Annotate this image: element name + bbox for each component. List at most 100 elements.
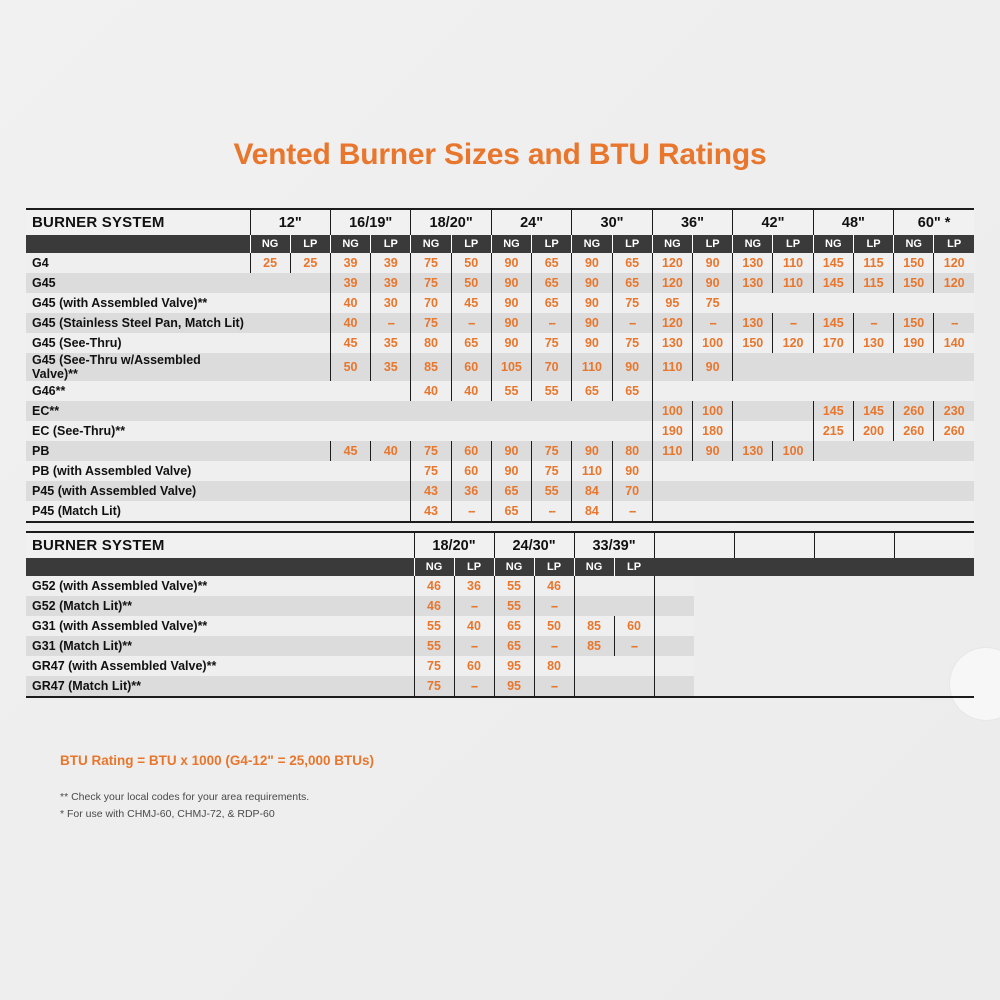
btu-cell: 80 <box>533 656 575 676</box>
btu-cell: 43 <box>410 501 452 522</box>
btu-cell <box>614 596 655 616</box>
btu-cell <box>653 616 695 636</box>
btu-cell <box>813 481 854 501</box>
btu-cell <box>290 421 331 441</box>
size-header-4 <box>733 532 815 558</box>
btu-cell <box>290 461 331 481</box>
btu-cell <box>290 481 331 501</box>
btu-cell <box>732 381 773 401</box>
btu-cell <box>813 293 854 313</box>
fuel-header-3-blank <box>653 558 695 576</box>
burner-system-name: G45 (Stainless Steel Pan, Match Lit) <box>26 313 250 333</box>
btu-cell <box>933 461 975 481</box>
btu-cell <box>250 313 291 333</box>
btu-cell <box>290 381 331 401</box>
btu-cell <box>653 636 695 656</box>
fuel-header-4-lp: LP <box>611 235 653 253</box>
btu-cell: 36 <box>453 576 495 596</box>
btu-cell: 215 <box>812 421 854 441</box>
fuel-row-spacer <box>26 235 250 253</box>
btu-cell: 140 <box>933 333 975 353</box>
btu-cell <box>330 381 371 401</box>
vented-burner-table-secondary: BURNER SYSTEM 18/20" 24/30" 33/39" NG LP NG LP… <box>26 531 975 698</box>
btu-cell <box>250 481 291 501</box>
btu-cell: 75 <box>691 293 733 313</box>
btu-cell <box>692 381 733 401</box>
btu-cell: 84 <box>571 481 613 501</box>
btu-cell: 90 <box>490 273 532 293</box>
btu-cell: -- <box>611 313 653 333</box>
btu-cell: 65 <box>611 381 653 401</box>
table-row: EC (See-Thru)** 190 180 215 200 260 260 <box>26 421 975 441</box>
btu-cell: -- <box>533 596 575 616</box>
table-row: G52 (with Assembled Valve)** 46 36 55 46 <box>26 576 974 596</box>
btu-cell <box>290 501 331 522</box>
btu-cell <box>250 353 291 381</box>
btu-table-1: BURNER SYSTEM 12" 16/19" 18/20" 24" 30" 36" 42"… <box>26 208 975 523</box>
btu-cell <box>571 421 613 441</box>
burner-system-name: P45 (Match Lit) <box>26 501 250 522</box>
btu-cell <box>290 353 331 381</box>
btu-cell <box>651 481 693 501</box>
burner-system-name: G4 <box>26 253 250 273</box>
fuel-header-6-ng: NG <box>732 235 773 253</box>
size-header-3 <box>653 532 735 558</box>
size-header-5 <box>813 532 895 558</box>
btu-cell <box>614 656 655 676</box>
table-row: P45 (Match Lit) 43 -- 65 -- 84 -- <box>26 501 975 522</box>
fuel-header-5-blank <box>853 558 895 576</box>
btu-cell <box>330 401 371 421</box>
btu-cell <box>290 293 331 313</box>
btu-cell: 95 <box>493 676 535 697</box>
btu-cell: 65 <box>490 481 532 501</box>
btu-cell: 90 <box>611 353 653 381</box>
btu-cell: 55 <box>413 616 454 636</box>
btu-cell <box>732 421 773 441</box>
burner-system-name: EC (See-Thru)** <box>26 421 250 441</box>
btu-cell <box>531 421 572 441</box>
table-row: G45 39 39 75 50 90 65 90 65 120 90 130 110 145 115 150 1… <box>26 273 975 293</box>
btu-cell: 90 <box>490 313 532 333</box>
btu-cell: 90 <box>571 333 613 353</box>
btu-cell: -- <box>453 636 495 656</box>
btu-cell <box>653 656 695 676</box>
btu-cell <box>573 656 615 676</box>
btu-cell <box>410 421 452 441</box>
btu-cell: 90 <box>691 441 733 461</box>
fuel-header-0-ng: NG <box>413 558 454 576</box>
btu-cell: 85 <box>573 636 615 656</box>
btu-cell <box>573 576 615 596</box>
btu-cell: 115 <box>852 273 894 293</box>
btu-cell: 46 <box>413 576 454 596</box>
btu-cell <box>451 401 492 421</box>
btu-cell: 40 <box>450 381 492 401</box>
btu-cell <box>853 381 894 401</box>
btu-cell <box>250 501 291 522</box>
size-header-0: 12" <box>249 209 331 235</box>
burner-system-name: PB <box>26 441 250 461</box>
btu-cell <box>893 501 934 522</box>
btu-cell <box>653 596 695 616</box>
btu-cell: 40 <box>410 381 452 401</box>
btu-cell: 170 <box>812 333 854 353</box>
btu-cell: 90 <box>571 273 613 293</box>
btu-cell <box>250 273 291 293</box>
btu-cell <box>853 353 894 381</box>
btu-cell: 75 <box>410 313 452 333</box>
btu-cell <box>573 596 615 616</box>
btu-rating-note: BTU Rating = BTU x 1000 (G4-12" = 25,000… <box>60 753 375 768</box>
btu-cell <box>653 576 695 596</box>
btu-cell: 75 <box>611 293 653 313</box>
table-row: P45 (with Assembled Valve) 43 36 65 55 84 70 <box>26 481 975 501</box>
fuel-header-3-lp: LP <box>531 235 572 253</box>
btu-cell: 75 <box>611 333 653 353</box>
btu-cell <box>330 421 371 441</box>
table-row: G45 (See-Thru) 45 35 80 65 90 75 90 75 130 100 150 1… <box>26 333 975 353</box>
btu-cell: 130 <box>732 273 773 293</box>
table2-body: G52 (with Assembled Valve)** 46 36 55 46 G52 … <box>26 576 974 697</box>
btu-cell <box>772 481 814 501</box>
btu-cell <box>732 461 773 481</box>
btu-cell: 40 <box>329 313 371 333</box>
burner-system-name: G45 <box>26 273 250 293</box>
